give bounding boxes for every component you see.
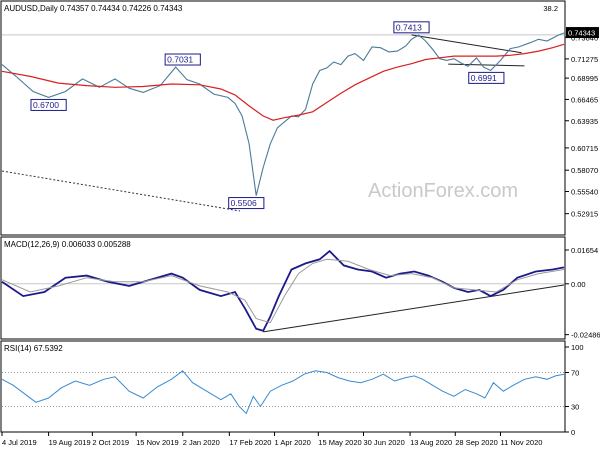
price-tick-label: 0.58070 xyxy=(571,166,598,175)
annotation-box xyxy=(30,98,67,111)
x-tick-label: 11 Nov 2020 xyxy=(500,438,542,447)
last-price-marker xyxy=(566,27,599,39)
x-tick-label: 1 Apr 2020 xyxy=(275,438,311,447)
price-top-right-value: 38.2 xyxy=(543,4,558,13)
rsi-tick-label: 70 xyxy=(571,369,579,378)
x-tick-label: 15 May 2020 xyxy=(318,438,361,447)
x-axis: 4 Jul 2019 19 Aug 2019 2 Oct 2019 15 Nov 20… xyxy=(1,432,542,447)
macd-panel: MACD(12,26,9) 0.006033 0.005288 0.01654 0… xyxy=(0,236,600,340)
series-sma-line xyxy=(1,43,565,121)
rsi-tick-label: 0 xyxy=(571,428,575,437)
last-price-label: 0.74343 xyxy=(568,29,595,38)
price-tick-label: 0.55540 xyxy=(571,188,598,197)
annotation-box xyxy=(393,21,430,34)
x-tick-label: 17 Feb 2020 xyxy=(229,438,271,447)
x-tick-label: 2 Oct 2019 xyxy=(92,438,129,447)
annotation-box xyxy=(164,53,201,66)
annotation-label: 0.7031 xyxy=(167,55,193,65)
price-tick-label: 0.63935 xyxy=(571,117,598,126)
annotation-box xyxy=(468,71,505,84)
price-panel-title: AUDUSD,Daily 0.74357 0.74434 0.74226 0.7… xyxy=(4,4,183,13)
macd-panel-title: MACD(12,26,9) 0.006033 0.005288 xyxy=(4,240,131,249)
series-audusd-line xyxy=(1,32,565,196)
x-tick-label: 28 Sep 2020 xyxy=(455,438,498,447)
x-tick-label: 4 Jul 2019 xyxy=(2,438,37,447)
series-macd-line xyxy=(1,249,565,332)
series-rsi-line xyxy=(1,370,565,415)
x-tick-label: 2 Jan 2020 xyxy=(183,438,220,447)
macd-tick-label: 0.00 xyxy=(571,280,586,289)
rsi-panel: RSI(14) 67.5392 100 70 30 0 xyxy=(0,340,584,437)
macd-tick-label: -0.02486 xyxy=(571,331,600,340)
price-tick-label: 0.52915 xyxy=(571,210,598,219)
dotted-trendline xyxy=(1,170,241,212)
macd-tick-label: 0.01654 xyxy=(571,246,598,255)
x-tick-label: 13 Aug 2020 xyxy=(410,438,452,447)
annotation-label: 0.6991 xyxy=(471,73,497,83)
annotation-label: 0.7413 xyxy=(396,22,422,32)
macd-trendline xyxy=(263,284,565,333)
watermark: ActionForex.com xyxy=(368,180,518,202)
annotation-box xyxy=(228,197,265,210)
rsi-tick-label: 100 xyxy=(571,343,584,352)
x-tick-label: 30 Jun 2020 xyxy=(363,438,404,447)
x-tick-label: 19 Aug 2019 xyxy=(49,438,91,447)
series-signal-line xyxy=(1,258,565,324)
price-tick-label: 0.71275 xyxy=(571,55,598,64)
annotation-label: 0.5506 xyxy=(231,198,257,208)
price-panel: AUDUSD,Daily 0.74357 0.74434 0.74226 0.7… xyxy=(0,0,599,236)
rsi-tick-label: 30 xyxy=(571,403,579,412)
annotation-label: 0.6700 xyxy=(33,100,59,110)
rsi-panel-title: RSI(14) 67.5392 xyxy=(4,344,63,353)
price-tick-label: 0.66465 xyxy=(571,95,598,104)
price-tick-label: 0.60715 xyxy=(571,144,598,153)
support-line xyxy=(448,63,525,67)
x-tick-label: 15 Nov 2019 xyxy=(136,438,179,447)
price-tick-label: 0.68995 xyxy=(571,74,598,83)
falling-trendline xyxy=(411,34,522,54)
